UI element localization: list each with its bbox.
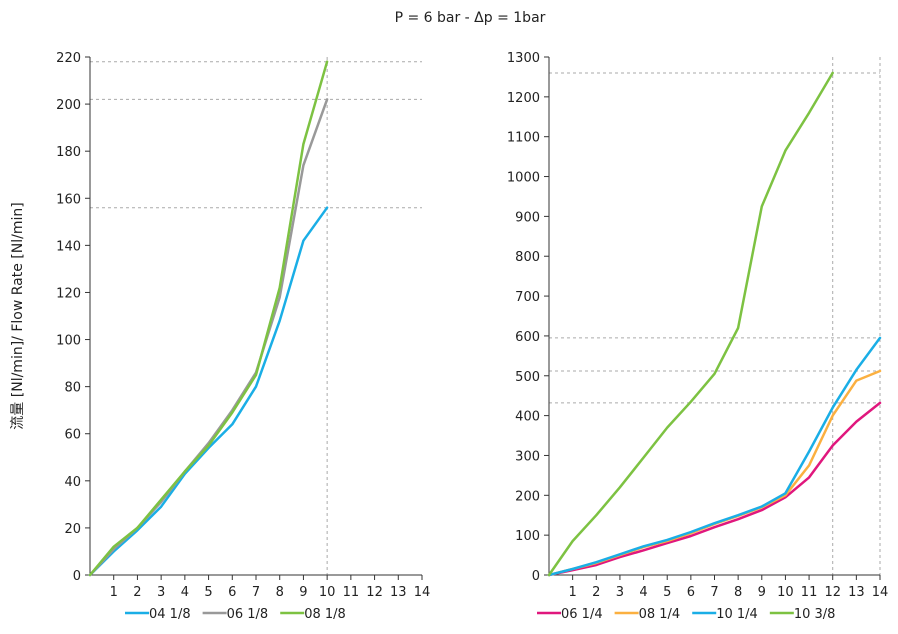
- chart-right-panel: 0 100 200 300 400 500 600 700 800 900 1000 1100 1200…: [507, 51, 888, 622]
- y-tick-label: 100: [56, 334, 81, 349]
- x-tick-label: 12: [824, 585, 841, 600]
- y-tick-label: 60: [64, 428, 81, 443]
- y-tick-label: 500: [515, 370, 540, 385]
- legend-label: 06 1/8: [227, 607, 269, 622]
- series-line: [547, 369, 882, 577]
- x-tick-label: 6: [687, 585, 695, 600]
- series-line: [547, 336, 882, 577]
- x-tick-label: 13: [390, 585, 407, 600]
- series-line: [547, 71, 834, 577]
- x-tick-label: 3: [157, 585, 165, 600]
- x-tick-label: 9: [758, 585, 766, 600]
- y-tick-label: 1000: [507, 171, 540, 186]
- series-line: [88, 60, 329, 577]
- y-tick-label: 700: [515, 290, 540, 305]
- y-tick-label: 0: [532, 569, 540, 584]
- legend-label: 10 1/4: [716, 607, 758, 622]
- y-tick-label: 40: [64, 475, 81, 490]
- x-tick-label: 14: [872, 585, 889, 600]
- y-tick-label: 900: [515, 210, 540, 225]
- y-tick-label: 1200: [507, 91, 540, 106]
- x-tick-label: 5: [204, 585, 212, 600]
- x-tick-label: 10: [319, 585, 336, 600]
- figure-title: P = 6 bar - Δp = 1bar: [395, 10, 546, 26]
- y-tick-label: 140: [56, 239, 81, 254]
- y-tick-label: 200: [515, 489, 540, 504]
- y-tick-label: 200: [56, 98, 81, 113]
- x-tick-label: 10: [777, 585, 794, 600]
- x-tick-label: 1: [110, 585, 118, 600]
- x-tick-label: 8: [734, 585, 742, 600]
- x-tick-label: 4: [181, 585, 189, 600]
- y-tick-label: 180: [56, 145, 81, 160]
- legend-label: 08 1/4: [639, 607, 681, 622]
- x-tick-label: 2: [592, 585, 600, 600]
- legend-label: 08 1/8: [304, 607, 346, 622]
- x-tick-label: 9: [299, 585, 307, 600]
- y-tick-label: 20: [64, 522, 81, 537]
- y-tick-label: 1100: [507, 131, 540, 146]
- y-tick-label: 80: [64, 381, 81, 396]
- x-tick-label: 4: [639, 585, 647, 600]
- x-tick-label: 14: [414, 585, 431, 600]
- x-tick-label: 7: [710, 585, 718, 600]
- y-tick-label: 400: [515, 410, 540, 425]
- series-line: [88, 206, 329, 577]
- legend-label: 10 3/8: [794, 607, 836, 622]
- x-tick-label: 1: [569, 585, 577, 600]
- x-tick-label: 11: [343, 585, 360, 600]
- y-tick-label: 300: [515, 449, 540, 464]
- y-tick-label: 1300: [507, 51, 540, 66]
- y-tick-label: 600: [515, 330, 540, 345]
- y-tick-label: 0: [73, 569, 81, 584]
- x-tick-label: 6: [228, 585, 236, 600]
- x-tick-label: 13: [848, 585, 865, 600]
- y-tick-label: 800: [515, 250, 540, 265]
- x-tick-label: 12: [366, 585, 383, 600]
- x-tick-label: 5: [663, 585, 671, 600]
- legend-label: 06 1/4: [561, 607, 603, 622]
- x-tick-label: 2: [133, 585, 141, 600]
- y-tick-label: 220: [56, 51, 81, 66]
- y-tick-label: 160: [56, 192, 81, 207]
- y-tick-label: 120: [56, 286, 81, 301]
- y-axis-label: 流量 [Nl/min]/ Flow Rate [Nl/min]: [10, 202, 26, 429]
- x-tick-label: 11: [801, 585, 818, 600]
- legend-label: 04 1/8: [149, 607, 191, 622]
- y-tick-label: 100: [515, 529, 540, 544]
- series-line: [547, 401, 882, 577]
- x-tick-label: 7: [252, 585, 260, 600]
- x-tick-label: 3: [616, 585, 624, 600]
- x-tick-label: 8: [276, 585, 284, 600]
- series-line: [88, 98, 329, 577]
